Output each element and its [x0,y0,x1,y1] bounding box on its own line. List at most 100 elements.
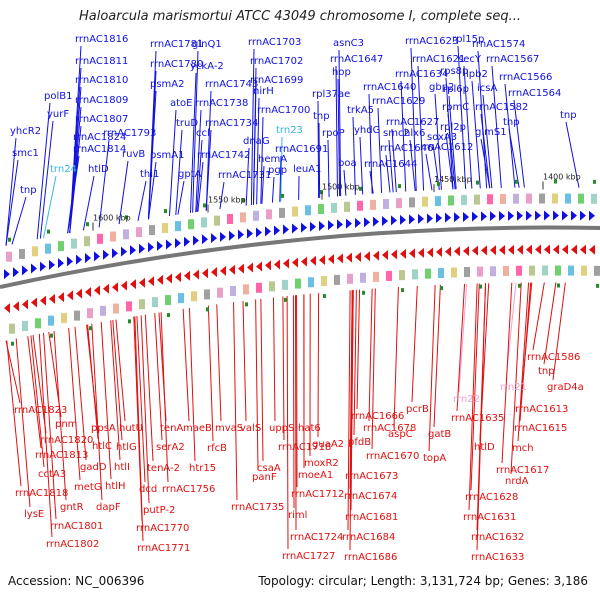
forward-gene-label-50[interactable]: rrnAC1623 [405,36,458,47]
reverse-gene-label-17[interactable]: dapF [96,502,121,513]
forward-gene-label-19[interactable]: psmA1 [150,150,185,161]
reverse-gene-label-55[interactable]: pcrB [406,404,429,415]
reverse-gene-label-67[interactable]: rrnAC1628 [465,492,518,503]
reverse-gene-label-32[interactable]: csaA [257,463,281,474]
forward-gene-label-72[interactable]: rrnAC1567 [486,54,539,65]
reverse-gene-label-24[interactable]: rrnAC1770 [136,523,189,534]
forward-gene-label-5[interactable]: trn24 [50,164,77,175]
forward-gene-label-32[interactable]: rrnAC1703 [248,37,301,48]
forward-gene-label-77[interactable]: rrnAC1582 [475,102,528,113]
reverse-gene-label-11[interactable]: gadD [80,462,107,473]
reverse-gene-label-52[interactable]: rrnAC1684 [342,532,395,543]
reverse-gene-label-46[interactable]: rrnAC1678 [363,423,416,434]
reverse-gene-label-49[interactable]: rrnAC1673 [345,471,398,482]
forward-gene-label-9[interactable]: rrnAC1809 [75,95,128,106]
forward-gene-label-11[interactable]: rrnAC1824 [73,132,126,143]
reverse-gene-label-40[interactable]: riml [288,510,307,521]
reverse-gene-label-35[interactable]: rrnAC1718 [278,442,331,453]
forward-gene-label-36[interactable]: rrnAC1700 [257,105,310,116]
forward-gene-label-17[interactable]: rrnAC1780 [150,59,203,70]
forward-gene-label-43[interactable]: rpl37ae [312,89,350,100]
forward-gene-label-29[interactable]: rrnAC1742 [197,150,250,161]
forward-gene-label-59[interactable]: smc2 [383,128,410,139]
reverse-gene-label-65[interactable]: rrnAC1617 [496,465,549,476]
forward-gene-label-53[interactable]: rrnAC1640 [363,82,416,93]
forward-gene-label-31[interactable]: rrnAC1731 [218,170,271,181]
reverse-gene-label-41[interactable]: rrnAC1724 [290,532,343,543]
forward-gene-label-55[interactable]: yhdG [354,125,380,136]
reverse-gene-label-22[interactable]: dcd [139,484,157,495]
forward-gene-label-78[interactable]: glmS1 [475,127,507,138]
reverse-gene-label-19[interactable]: tenA [160,423,183,434]
reverse-gene-label-71[interactable]: rrnAC1586 [527,352,580,363]
reverse-gene-label-16[interactable]: htlH [105,481,126,492]
reverse-gene-label-1[interactable]: pnm [55,419,77,430]
reverse-gene-label-25[interactable]: rrnAC1771 [137,543,190,554]
forward-gene-label-35[interactable]: nirH [253,86,274,97]
reverse-gene-label-72[interactable]: tnp [538,366,555,377]
forward-gene-label-41[interactable]: rrnAC1691 [275,144,328,155]
forward-gene-label-13[interactable]: htlD [88,164,109,175]
reverse-gene-label-31[interactable]: valS [240,423,261,434]
forward-gene-label-7[interactable]: rrnAC1811 [75,56,128,67]
forward-gene-label-25[interactable]: rrnAC1738 [195,98,248,109]
forward-gene-label-28[interactable]: rrnAC1734 [205,118,258,129]
forward-gene-label-8[interactable]: rrnAC1810 [75,75,128,86]
reverse-gene-label-14[interactable]: htlG [116,442,137,453]
forward-gene-label-63[interactable]: secY [458,54,482,65]
reverse-gene-label-64[interactable]: mch [512,443,534,454]
forward-gene-label-67[interactable]: rpmC [442,102,469,113]
reverse-gene-label-13[interactable]: ppsA [91,423,116,434]
forward-gene-label-70[interactable]: rrnAC1612 [420,142,473,153]
reverse-gene-label-63[interactable]: rrnAC1615 [514,423,567,434]
forward-gene-label-51[interactable]: rrnAC1621 [412,54,465,65]
reverse-gene-label-36[interactable]: hat6 [298,423,321,434]
forward-gene-label-69[interactable]: rpl2p [440,122,466,133]
forward-gene-label-26[interactable]: truD [176,118,198,129]
forward-gene-label-74[interactable]: rrnAC1566 [499,72,552,83]
reverse-gene-label-37[interactable]: moeA1 [298,470,333,481]
forward-gene-label-73[interactable]: lpb2 [466,69,488,80]
reverse-gene-label-18[interactable]: hutU [119,423,143,434]
forward-gene-label-21[interactable]: glnQ1 [192,39,222,50]
forward-gene-label-46[interactable]: boa [338,158,357,169]
reverse-gene-label-26[interactable]: rrnAC1756 [162,484,215,495]
forward-gene-label-45[interactable]: rpoP [322,128,345,139]
reverse-gene-label-23[interactable]: putP-2 [143,505,175,516]
reverse-gene-label-2[interactable]: rrnAC1820 [40,435,93,446]
forward-gene-label-18[interactable]: psmA2 [150,79,185,90]
forward-gene-label-4[interactable]: yurF [47,109,69,120]
forward-gene-label-79[interactable]: tnp [503,117,520,128]
forward-gene-label-20[interactable]: thi1 [140,169,159,180]
forward-gene-label-58[interactable]: rrnAC1646 [380,143,433,154]
forward-gene-label-47[interactable]: asnC3 [333,38,364,49]
reverse-gene-label-4[interactable]: cctA3 [38,469,66,480]
reverse-gene-label-60[interactable]: htlD [474,442,495,453]
reverse-gene-label-15[interactable]: htlI [114,462,130,473]
reverse-gene-label-62[interactable]: rrnAC1613 [515,404,568,415]
reverse-gene-label-27[interactable]: maeB [183,423,212,434]
forward-gene-label-68[interactable]: soxA3 [427,132,457,143]
reverse-gene-label-47[interactable]: pfdB [348,437,371,448]
reverse-gene-label-3[interactable]: rrnAC1813 [35,450,88,461]
reverse-gene-label-50[interactable]: rrnAC1674 [344,491,397,502]
forward-gene-label-24[interactable]: atoE [170,98,193,109]
forward-gene-label-64[interactable]: rps8p [440,66,468,77]
forward-gene-label-23[interactable]: rrnAC1743 [205,79,258,90]
reverse-gene-label-38[interactable]: rrnAC1712 [291,489,344,500]
forward-gene-label-76[interactable]: rrnAC1564 [508,88,561,99]
forward-gene-label-61[interactable]: rrnAC1644 [364,159,417,170]
forward-gene-label-60[interactable]: hlx6 [404,128,425,139]
reverse-gene-label-5[interactable]: rrnAC1818 [15,488,68,499]
reverse-gene-label-58[interactable]: rrn22 [453,394,480,405]
reverse-gene-label-20[interactable]: serA2 [156,442,185,453]
reverse-gene-label-66[interactable]: nrdA [505,476,529,487]
forward-gene-label-3[interactable]: polB1 [44,91,72,102]
reverse-gene-label-48[interactable]: rrnAC1670 [366,451,419,462]
reverse-gene-label-61[interactable]: rrn21 [500,382,527,393]
forward-gene-label-2[interactable]: tnp [20,185,37,196]
forward-gene-label-6[interactable]: rrnAC1816 [75,34,128,45]
reverse-gene-label-33[interactable]: panF [252,472,277,483]
reverse-gene-label-68[interactable]: rrnAC1631 [463,512,516,523]
forward-gene-label-44[interactable]: tnp [313,111,330,122]
